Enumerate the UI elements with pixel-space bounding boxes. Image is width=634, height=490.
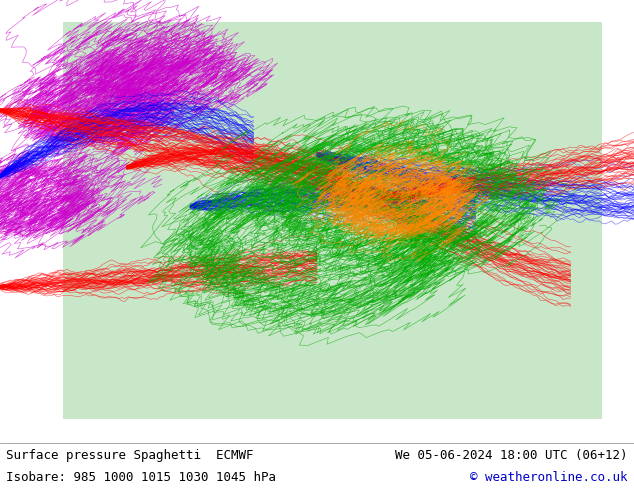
Text: Surface pressure Spaghetti  ECMWF: Surface pressure Spaghetti ECMWF: [6, 449, 254, 462]
Text: Isobare: 985 1000 1015 1030 1045 hPa: Isobare: 985 1000 1015 1030 1045 hPa: [6, 471, 276, 484]
Bar: [63, 22, 602, 419]
Text: We 05-06-2024 18:00 UTC (06+12): We 05-06-2024 18:00 UTC (06+12): [395, 449, 628, 462]
Text: © weatheronline.co.uk: © weatheronline.co.uk: [470, 471, 628, 484]
